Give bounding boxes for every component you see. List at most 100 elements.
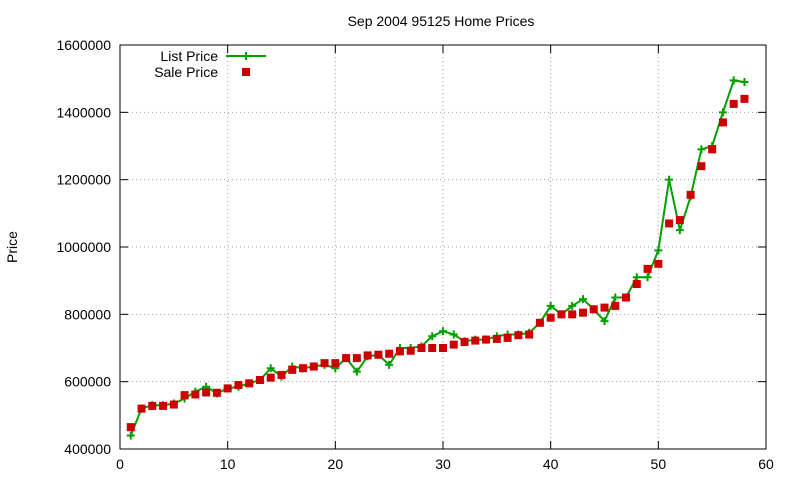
legend-swatch-sale-price	[242, 68, 250, 76]
list-price-point	[643, 273, 652, 282]
list-price-point	[675, 226, 684, 235]
list-price-point	[385, 360, 394, 369]
sale-price-point	[234, 381, 243, 390]
sale-price-point	[740, 94, 749, 103]
sale-price-point	[697, 162, 706, 171]
sale-price-point	[729, 99, 738, 108]
list-price-point	[632, 273, 641, 282]
sale-price-point	[686, 190, 695, 199]
x-tick-label: 0	[116, 456, 124, 472]
legend: List Price Sale Price	[154, 48, 266, 80]
y-tick-label: 400000	[64, 441, 111, 457]
sale-price-point	[417, 344, 426, 352]
legend-swatches	[226, 52, 266, 76]
list-price-point	[266, 364, 275, 373]
sale-price-point	[277, 370, 286, 379]
sale-price-point	[223, 384, 232, 393]
sale-price-point	[342, 354, 351, 363]
list-price-point	[600, 317, 609, 326]
y-tick-label: 1000000	[56, 239, 111, 255]
y-tick-label: 1200000	[56, 172, 111, 188]
list-price-point	[697, 145, 706, 154]
sale-price-point	[568, 310, 577, 319]
list-price-point	[654, 246, 663, 255]
chart-title: Sep 2004 95125 Home Prices	[348, 13, 535, 29]
list-price-point	[428, 332, 437, 341]
sale-price-point	[654, 259, 663, 268]
sale-price-point	[578, 308, 587, 317]
sale-price-point	[320, 359, 329, 368]
sale-price-point	[363, 351, 372, 360]
sale-price-point	[212, 388, 221, 397]
sale-price-point	[374, 350, 383, 359]
sale-price-point	[439, 344, 447, 352]
sale-price-point	[137, 404, 146, 413]
sale-price-point	[159, 401, 168, 410]
y-tick-labels: 400000 600000 800000 1000000 1200000 1400000 1…	[56, 37, 111, 457]
series-line-list-price	[129, 79, 745, 436]
sale-price-point	[385, 349, 394, 358]
sale-price-point	[611, 301, 620, 310]
sale-price-point	[245, 379, 254, 388]
sale-price-point	[622, 293, 631, 302]
sale-price-point	[600, 303, 609, 312]
list-price-point	[449, 330, 458, 339]
sale-price-point	[255, 375, 264, 384]
sale-price-point	[589, 305, 598, 314]
x-tick-label: 20	[328, 456, 344, 472]
grid-lines	[120, 45, 766, 449]
sale-price-point	[643, 264, 652, 273]
series-layer	[126, 76, 749, 440]
legend-label-list-price: List Price	[160, 48, 218, 64]
sale-price-point	[288, 365, 297, 374]
sale-price-point	[514, 331, 523, 340]
sale-price-point	[309, 362, 318, 371]
sale-price-point	[395, 347, 404, 356]
x-tick-label: 50	[651, 456, 667, 472]
y-tick-label: 800000	[64, 306, 111, 322]
y-tick-label: 1600000	[56, 37, 111, 53]
list-price-point	[740, 78, 749, 87]
sale-price-point	[718, 118, 727, 127]
sale-price-point	[557, 310, 566, 319]
legend-marker-list-price	[242, 52, 250, 60]
sale-price-point	[449, 340, 458, 349]
list-price-point	[546, 301, 555, 310]
sale-price-point	[428, 344, 437, 352]
sale-price-point	[148, 401, 157, 410]
list-price-point	[665, 175, 674, 184]
x-tick-label: 10	[220, 456, 236, 472]
sale-price-point	[708, 145, 717, 154]
sale-price-point	[406, 346, 415, 355]
sale-price-point	[546, 313, 555, 322]
sale-price-point	[169, 400, 178, 409]
x-tick-label: 60	[758, 456, 774, 472]
sale-price-point	[665, 219, 674, 228]
sale-price-point	[266, 373, 275, 382]
sale-price-point	[460, 337, 469, 346]
list-price-point	[611, 293, 620, 302]
sale-price-point	[535, 318, 544, 327]
y-axis-label: Price	[4, 231, 20, 263]
sale-price-point	[471, 336, 480, 345]
sale-price-point	[482, 335, 491, 344]
plot-area-border	[119, 44, 767, 450]
list-price-point	[126, 431, 135, 440]
sale-price-point	[126, 423, 135, 432]
legend-label-sale-price: Sale Price	[154, 64, 218, 80]
sale-price-point	[675, 216, 684, 225]
list-price-point	[729, 76, 738, 85]
sale-price-point	[191, 390, 200, 399]
x-tick-label: 40	[543, 456, 559, 472]
sale-price-point	[331, 359, 340, 368]
sale-price-point	[299, 364, 308, 373]
sale-price-point	[632, 280, 641, 289]
y-tick-label: 600000	[64, 374, 111, 390]
list-price-point	[568, 301, 577, 310]
list-price-point	[718, 108, 727, 117]
list-price-point	[439, 327, 447, 336]
sale-price-point	[352, 354, 361, 363]
